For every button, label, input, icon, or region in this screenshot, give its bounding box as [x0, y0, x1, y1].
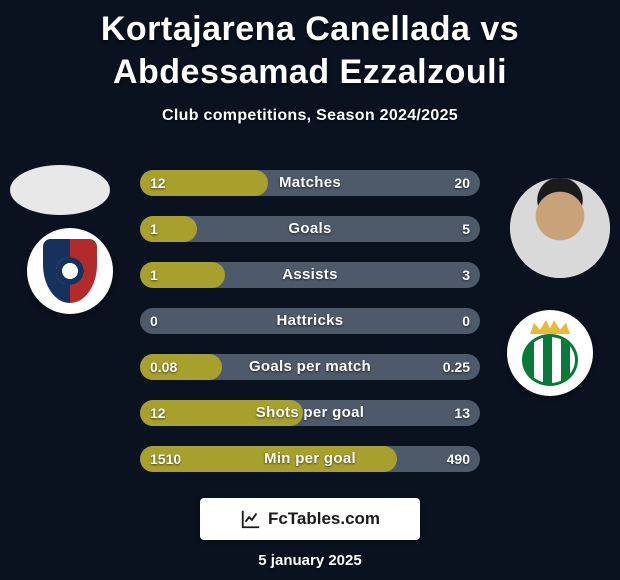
- stat-row: Shots per goal12 13: [0, 390, 620, 436]
- page-title: Kortajarena Canellada vs Abdessamad Ezza…: [0, 0, 620, 93]
- date-label: 5 january 2025: [0, 552, 620, 569]
- stat-row: Hattricks0 0: [0, 298, 620, 344]
- stats-area: Matches1220Goals15Assists13Hattricks00Go…: [0, 160, 620, 482]
- stat-row: Min per goal1510 490: [0, 436, 620, 482]
- stat-value-left: 1: [150, 262, 158, 288]
- source-badge[interactable]: FcTables.com: [200, 498, 420, 540]
- stat-row: Assists1 3: [0, 252, 620, 298]
- stat-value-left: 12: [150, 170, 166, 196]
- stat-value-right: 0.25: [443, 354, 470, 380]
- stat-label: Min per goal: [140, 446, 480, 472]
- stat-label: Hattricks: [140, 308, 480, 334]
- stat-row: Goals1 5: [0, 206, 620, 252]
- stat-value-right: 490: [447, 446, 470, 472]
- stat-value-left: 12: [150, 400, 166, 426]
- stat-label: Assists: [140, 262, 480, 288]
- subtitle: Club competitions, Season 2024/2025: [0, 107, 620, 125]
- stat-value-right: 0: [462, 308, 470, 334]
- stat-value-left: 0.08: [150, 354, 177, 380]
- stat-label: Matches: [140, 170, 480, 196]
- stat-value-left: 0: [150, 308, 158, 334]
- stat-label: Goals: [140, 216, 480, 242]
- stat-value-right: 3: [462, 262, 470, 288]
- stat-row: Goals per match0.08 0.25: [0, 344, 620, 390]
- stat-label: Shots per goal: [140, 400, 480, 426]
- stat-value-right: 13: [454, 400, 470, 426]
- stat-label: Goals per match: [140, 354, 480, 380]
- stat-row: Matches12 20: [0, 160, 620, 206]
- chart-icon: [240, 508, 262, 530]
- stat-value-left: 1510: [150, 446, 181, 472]
- source-label: FcTables.com: [268, 509, 380, 529]
- stat-value-left: 1: [150, 216, 158, 242]
- stat-value-right: 20: [454, 170, 470, 196]
- stat-value-right: 5: [462, 216, 470, 242]
